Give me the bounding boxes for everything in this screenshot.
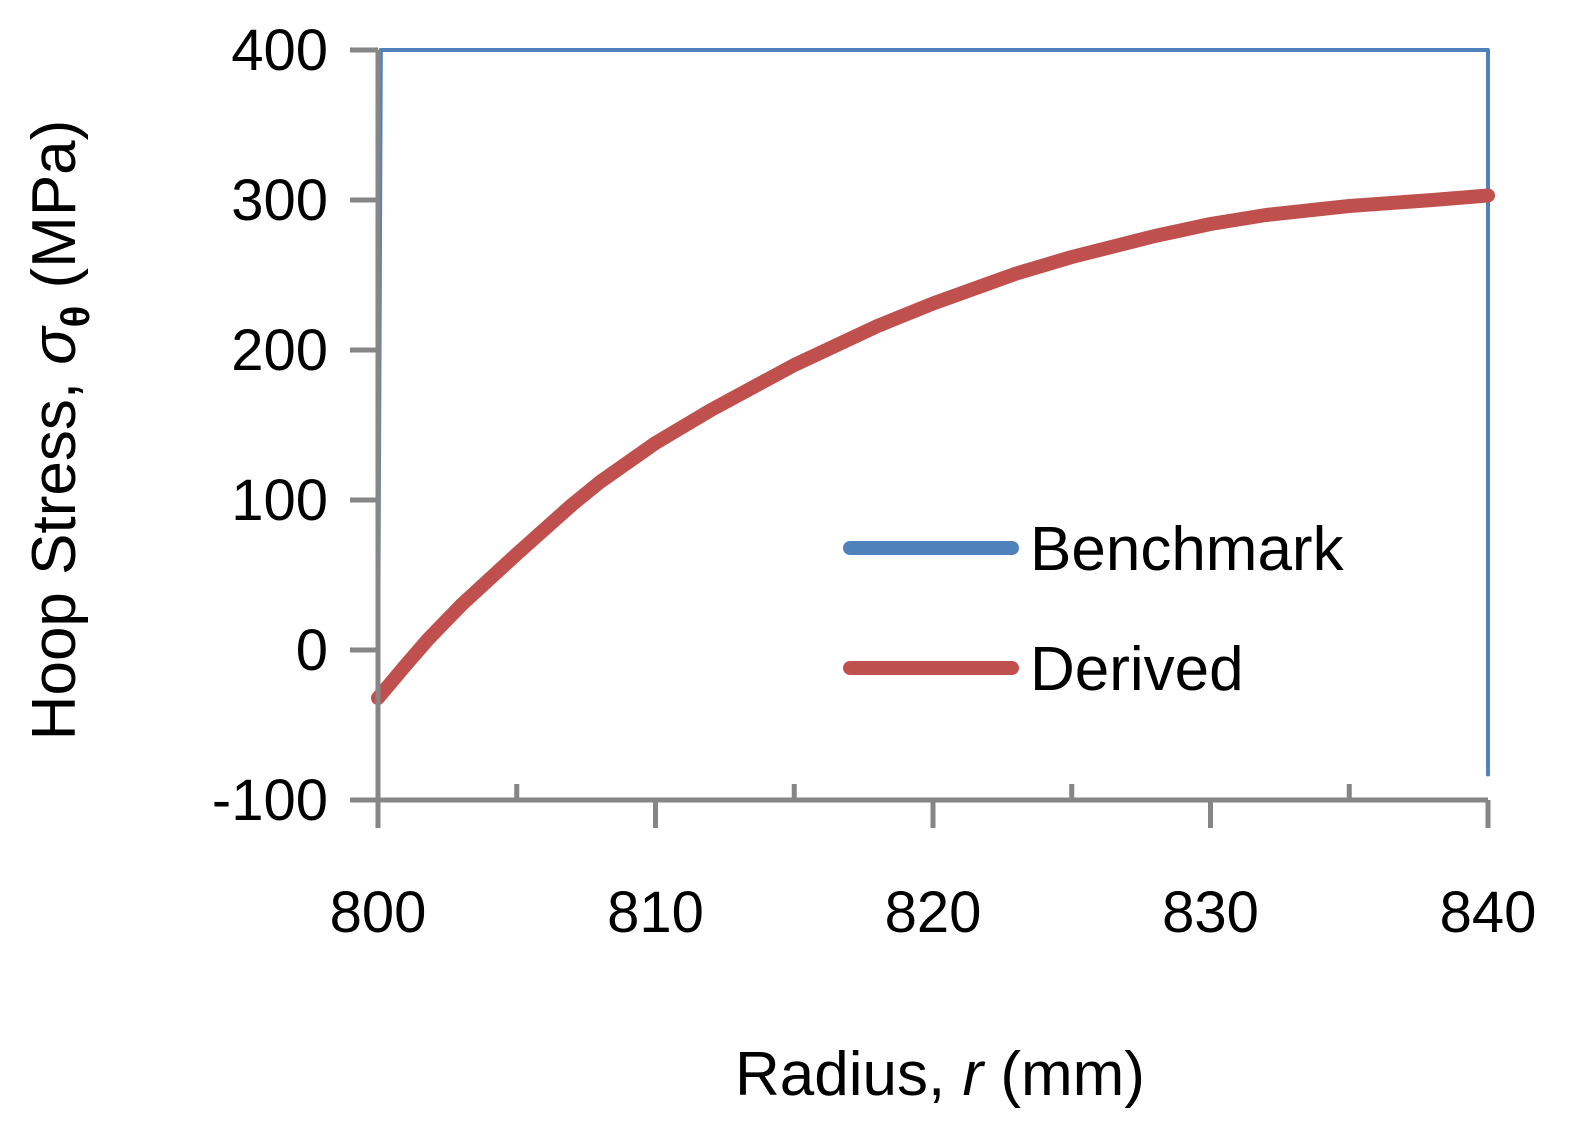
y-tick-label: 0	[296, 618, 328, 683]
x-axis-title-symbol: r	[962, 1040, 985, 1109]
y-axis-title-subscript: θ	[54, 306, 98, 328]
series-line-benchmark	[376, 48, 1490, 777]
x-tick-label: 840	[1440, 880, 1537, 945]
y-axis-title-prefix: Hoop Stress,	[20, 365, 89, 741]
y-axis-title-unit: (MPa)	[20, 120, 89, 306]
x-tick-label: 800	[330, 880, 427, 945]
series-layer	[371, 48, 1495, 777]
y-tick-label: 400	[231, 18, 328, 83]
y-tick-label: 300	[231, 168, 328, 233]
series-line-derived	[371, 188, 1495, 705]
legend-label-benchmark: Benchmark	[1030, 515, 1345, 584]
y-axis-title-symbol: σ	[20, 325, 89, 365]
x-axis-title-prefix: Radius,	[735, 1040, 962, 1109]
legend: Benchmark Derived	[843, 515, 1345, 704]
x-tick-label: 810	[607, 880, 704, 945]
y-tick-label: 100	[231, 468, 328, 533]
x-tick-label: 830	[1162, 880, 1259, 945]
y-tick-label: 200	[231, 318, 328, 383]
axis-layer	[350, 47, 1491, 828]
x-axis-title-unit: (mm)	[983, 1040, 1145, 1109]
y-tick-label: -100	[212, 768, 328, 833]
x-axis-title: Radius, r (mm)	[735, 1040, 1145, 1109]
y-axis-title: Hoop Stress, σθ (MPa)	[20, 120, 98, 741]
legend-label-derived: Derived	[1030, 635, 1244, 704]
x-tick-label: 820	[885, 880, 982, 945]
tick-label-layer: -100 0 100 200 300 400 800 810 820 830 840	[212, 18, 1536, 945]
